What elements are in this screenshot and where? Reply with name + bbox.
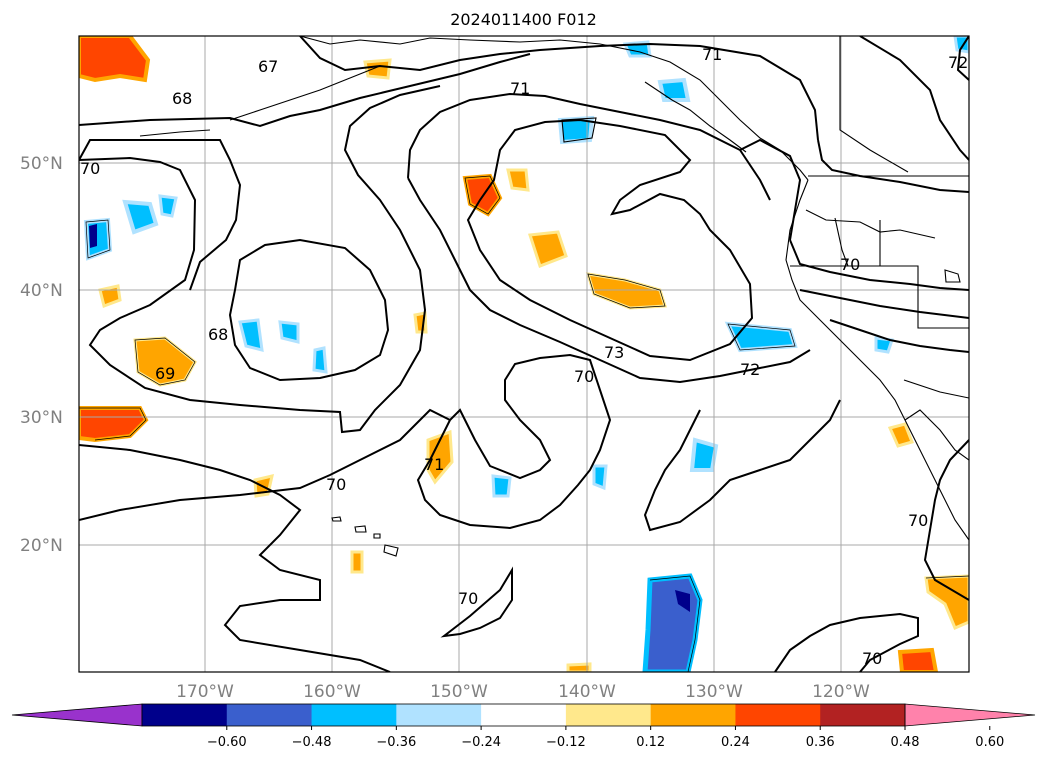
lon-label: 130°W xyxy=(685,682,743,702)
colorbar-tick-label: 0.24 xyxy=(721,735,750,750)
plot-frame xyxy=(78,35,970,673)
shading-outlines xyxy=(79,175,969,672)
negative-patch xyxy=(158,194,178,218)
negative-patch xyxy=(278,320,300,344)
lat-label: 50°N xyxy=(20,154,63,174)
negative-patch xyxy=(238,318,264,352)
contour-label: 70 xyxy=(862,649,882,668)
contour-label: 72 xyxy=(740,360,760,379)
colorbar-segment xyxy=(396,704,482,726)
contour-label: 70 xyxy=(908,511,928,530)
colorbar-tick-label: 0.60 xyxy=(975,735,1004,750)
negative-patch xyxy=(657,77,691,102)
positive-patch xyxy=(363,58,392,80)
positive-patch xyxy=(506,168,530,192)
positive-patch xyxy=(897,647,939,672)
latitude-labels: 50°N 40°N 30°N 20°N xyxy=(20,154,63,556)
contour-label: 67 xyxy=(258,57,278,76)
lat-label: 40°N xyxy=(20,281,63,301)
negative-patch xyxy=(491,474,512,498)
lon-label: 120°W xyxy=(812,682,870,702)
colorbar-tick-label: −0.36 xyxy=(376,735,416,750)
lat-label: 20°N xyxy=(20,536,63,556)
colorbar-segment xyxy=(820,704,906,726)
colorbar-segment xyxy=(650,704,736,726)
colorbar-frame xyxy=(141,703,906,727)
negative-patch xyxy=(122,199,159,235)
contour-label: 71 xyxy=(702,45,722,64)
colorbar-segment xyxy=(481,704,567,726)
contour-lines xyxy=(79,36,969,672)
lon-label: 140°W xyxy=(558,682,616,702)
negative-patch xyxy=(592,464,608,491)
map-plot-area: 67 68 70 71 71 70 68 69 73 70 72 70 71 7… xyxy=(79,36,969,672)
positive-patch xyxy=(887,422,914,448)
contour-label: 70 xyxy=(326,475,346,494)
positive-patch xyxy=(528,230,568,268)
contour-label: 73 xyxy=(604,343,624,362)
lat-label: 30°N xyxy=(20,408,63,428)
positive-patch xyxy=(98,284,122,308)
negative-patch xyxy=(689,437,719,472)
contour-label: 72 xyxy=(948,53,968,72)
positive-patch xyxy=(566,662,592,672)
colorbar-segment xyxy=(565,704,652,726)
colorbar-segment xyxy=(311,704,397,726)
negative-patch xyxy=(675,590,690,612)
colorbar-tick-label: 0.36 xyxy=(806,735,835,750)
colorbar-segment xyxy=(735,704,821,726)
colorbar-tick-label: −0.24 xyxy=(461,735,501,750)
negative-patch xyxy=(642,573,703,672)
colorbar-segment xyxy=(226,704,313,726)
graticule xyxy=(79,36,969,672)
contour-label: 68 xyxy=(208,325,228,344)
lon-label: 170°W xyxy=(176,682,234,702)
colorbar: −0.60 −0.48 −0.36 −0.24 −0.12 0.12 0.24 0.36 0.4… xyxy=(11,703,1036,750)
contour-label-group: 67 68 70 71 71 70 68 69 73 70 72 70 71 7… xyxy=(80,45,968,668)
colorbar-segment xyxy=(142,704,228,726)
colorbar-tick-label: −0.48 xyxy=(292,735,332,750)
negative-patch xyxy=(89,224,97,248)
contour-label: 70 xyxy=(458,589,478,608)
colorbar-tick-label: 0.12 xyxy=(636,735,665,750)
contour-label: 68 xyxy=(172,89,192,108)
positive-patch xyxy=(924,574,969,630)
positive-patch xyxy=(79,36,151,83)
colorbar-tick-label: 0.48 xyxy=(891,735,920,750)
contour-label: 70 xyxy=(80,159,100,178)
contour-label: 70 xyxy=(574,367,594,386)
positive-patch xyxy=(350,550,364,574)
contour-label: 69 xyxy=(155,364,175,383)
lon-label: 150°W xyxy=(430,682,488,702)
colorbar-tick-label: −0.12 xyxy=(546,735,586,750)
colorbar-extend-low xyxy=(11,703,143,727)
map-title: 2024011400 F012 xyxy=(450,10,597,29)
longitude-labels: 170°W 160°W 150°W 140°W 130°W 120°W xyxy=(176,682,870,702)
coastlines xyxy=(139,36,969,557)
colorbar-extend-high xyxy=(904,703,1036,727)
contour-label: 71 xyxy=(424,455,444,474)
lon-label: 160°W xyxy=(303,682,361,702)
contour-label: 70 xyxy=(840,255,860,274)
negative-patch xyxy=(312,346,328,374)
colorbar-tick-label: −0.60 xyxy=(207,735,247,750)
contour-label: 71 xyxy=(510,79,530,98)
